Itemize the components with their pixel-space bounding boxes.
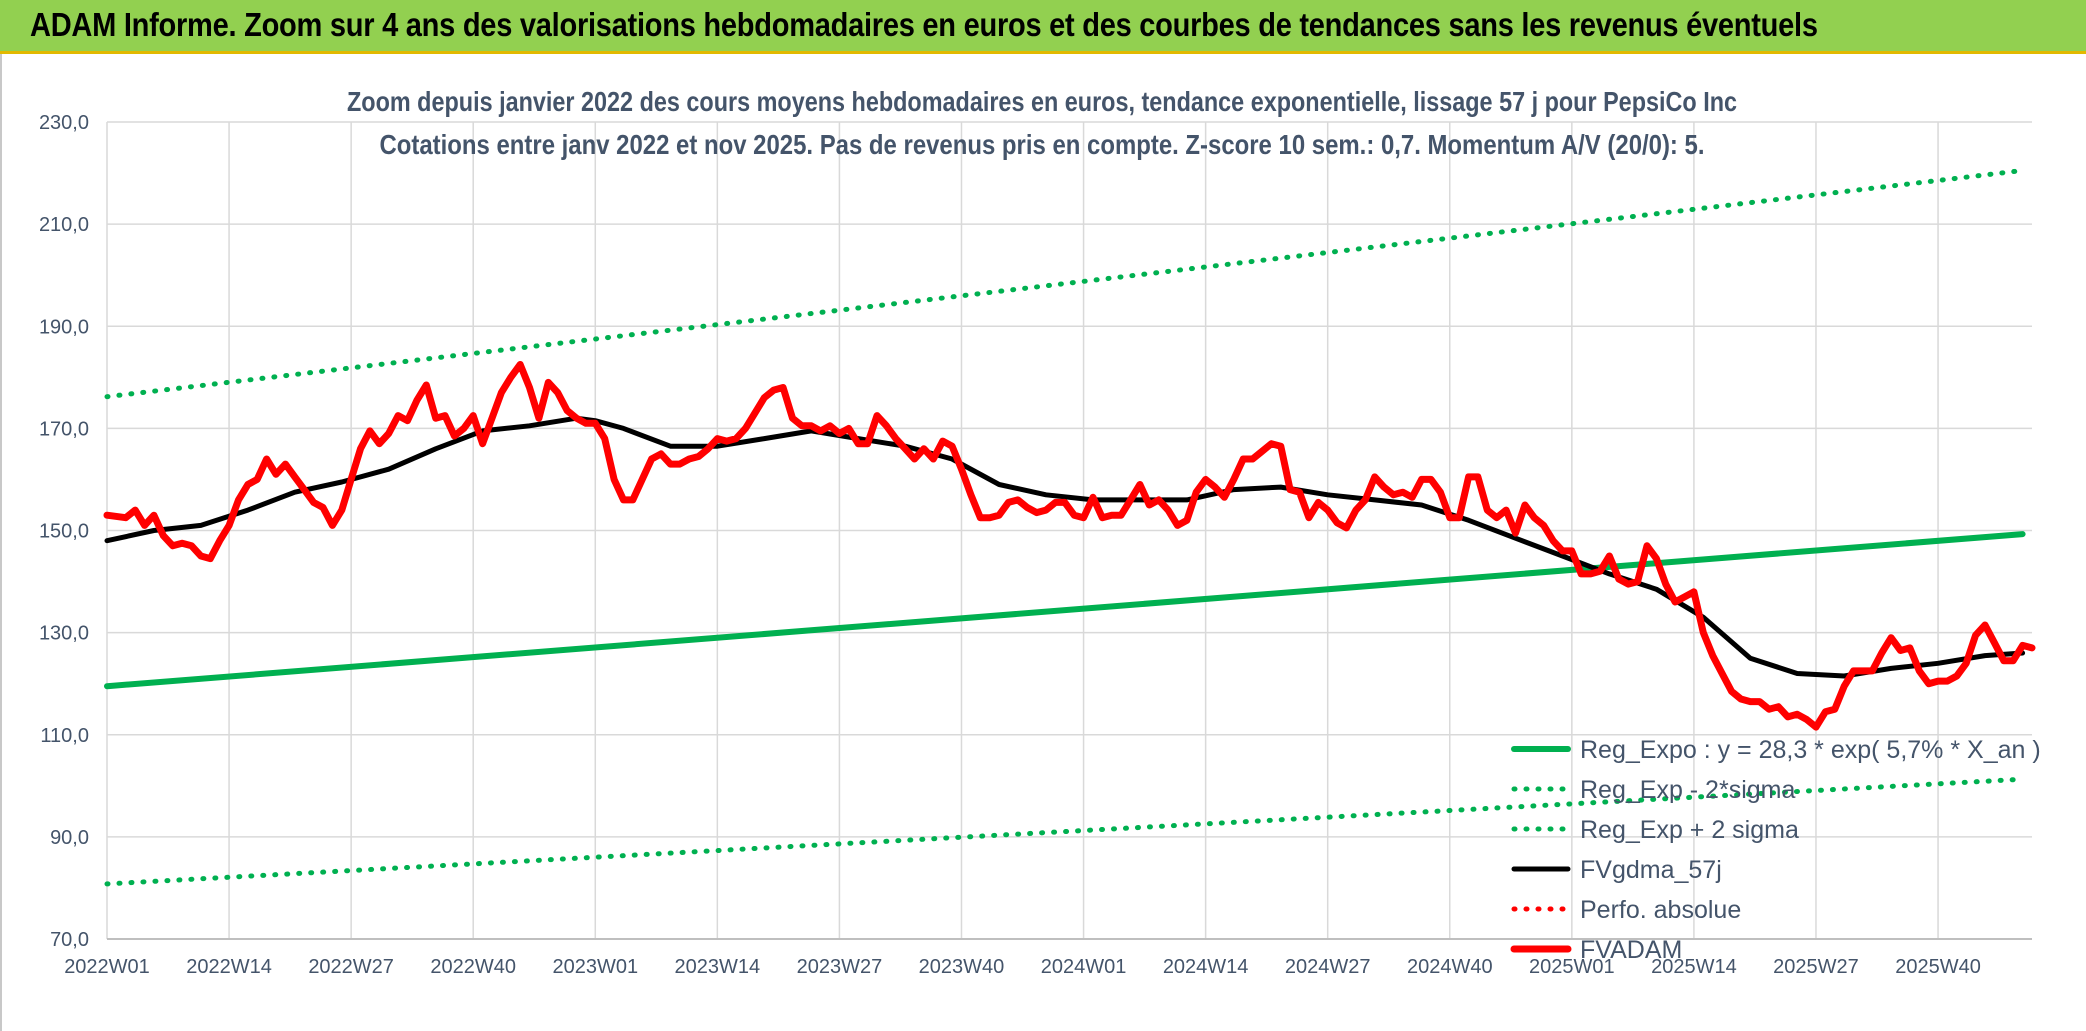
- x-tick-label: 2025W27: [1773, 956, 1859, 978]
- x-tick-label: 2022W27: [308, 956, 394, 978]
- chart-title-line-1: Zoom depuis janvier 2022 des cours moyen…: [347, 86, 1737, 117]
- series-line-2: [104, 168, 2026, 400]
- x-tick-label: 2024W14: [1163, 956, 1249, 978]
- legend: Reg_Expo : y = 28,3 * exp( 5,7% * X_an )…: [1510, 736, 2041, 964]
- series-lines: [103, 168, 2036, 887]
- x-tick-label: 2025W40: [1895, 956, 1981, 978]
- y-tick-label: 170,0: [39, 418, 89, 440]
- legend-label-1: Reg_Exp - 2*sigma: [1580, 776, 1795, 804]
- series-line-0: [104, 531, 2026, 690]
- legend-label-4: Perfo. absolue: [1580, 896, 1741, 924]
- y-tick-label: 110,0: [40, 725, 89, 747]
- x-tick-label: 2025W01: [1529, 956, 1615, 978]
- chart-title: Zoom depuis janvier 2022 des cours moyen…: [347, 86, 1737, 160]
- report-header-bar: ADAM Informe. Zoom sur 4 ans des valoris…: [0, 0, 2086, 54]
- x-tick-label: 2023W01: [552, 956, 638, 978]
- x-tick-label: 2024W27: [1285, 956, 1371, 978]
- legend-label-0: Reg_Expo : y = 28,3 * exp( 5,7% * X_an ): [1580, 736, 2041, 764]
- x-tick-label: 2024W40: [1407, 956, 1493, 978]
- y-tick-label: 90,0: [50, 827, 89, 849]
- legend-label-2: Reg_Exp + 2 sigma: [1580, 816, 1799, 844]
- x-tick-label: 2022W14: [186, 956, 272, 978]
- chart-frame: 70,0 90,0 110,0 130,0 150,0 170,0 190,0 210,0 23…: [0, 54, 2086, 1031]
- legend-label-5: FVADAM: [1580, 936, 1682, 964]
- axes: 70,0 90,0 110,0 130,0 150,0 170,0 190,0 210,0 23…: [39, 112, 2032, 978]
- x-tick-label: 2024W01: [1041, 956, 1127, 978]
- y-tick-label: 70,0: [50, 929, 89, 951]
- x-tick-label: 2023W14: [675, 956, 761, 978]
- series-line-1: [104, 776, 2026, 887]
- x-tick-label: 2023W40: [919, 956, 1005, 978]
- y-tick-label: 210,0: [39, 214, 89, 236]
- y-tick-label: 190,0: [39, 316, 89, 338]
- series-line-3: [104, 415, 2026, 679]
- x-tick-label: 2022W40: [430, 956, 516, 978]
- x-tick-label: 2023W27: [797, 956, 883, 978]
- y-tick-label: 230,0: [39, 112, 89, 134]
- chart-title-line-2: Cotations entre janv 2022 et nov 2025. P…: [380, 129, 1705, 160]
- x-tick-label: 2022W01: [64, 956, 150, 978]
- y-tick-label: 150,0: [39, 521, 89, 543]
- grid-lines: [106, 121, 2032, 940]
- series-line-5: [103, 361, 2036, 731]
- report-title: ADAM Informe. Zoom sur 4 ans des valoris…: [30, 6, 1818, 43]
- legend-label-3: FVgdma_57j: [1580, 856, 1722, 884]
- x-tick-label: 2025W14: [1651, 956, 1737, 978]
- line-chart: 70,0 90,0 110,0 130,0 150,0 170,0 190,0 210,0 23…: [39, 86, 2041, 978]
- y-tick-label: 130,0: [39, 623, 89, 645]
